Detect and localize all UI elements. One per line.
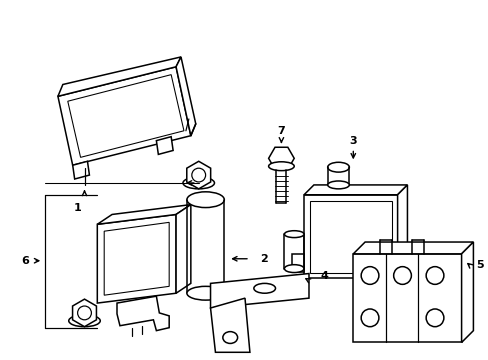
Text: 1: 1 (74, 203, 81, 212)
Polygon shape (210, 298, 249, 352)
Ellipse shape (253, 283, 275, 293)
Polygon shape (176, 57, 195, 136)
Text: 4: 4 (320, 271, 328, 282)
Ellipse shape (284, 231, 304, 238)
Polygon shape (268, 147, 294, 170)
Ellipse shape (69, 315, 100, 327)
Text: 6: 6 (21, 256, 29, 266)
Ellipse shape (268, 162, 294, 171)
Circle shape (361, 309, 378, 327)
Polygon shape (156, 137, 173, 154)
Polygon shape (352, 242, 472, 254)
Text: 7: 7 (277, 126, 285, 136)
Ellipse shape (186, 286, 224, 300)
Circle shape (425, 267, 443, 284)
Polygon shape (58, 57, 181, 96)
Polygon shape (461, 242, 472, 342)
Text: 5: 5 (475, 260, 483, 270)
Polygon shape (176, 204, 190, 293)
Polygon shape (304, 195, 397, 278)
Ellipse shape (327, 162, 348, 172)
Polygon shape (186, 161, 210, 189)
Polygon shape (292, 254, 304, 271)
Ellipse shape (186, 192, 224, 208)
Text: 3: 3 (349, 136, 356, 145)
Ellipse shape (183, 177, 214, 189)
Polygon shape (58, 67, 190, 165)
Ellipse shape (327, 181, 348, 189)
Circle shape (393, 267, 410, 284)
Text: 2: 2 (259, 254, 267, 264)
Polygon shape (117, 296, 169, 330)
Polygon shape (97, 204, 190, 224)
Circle shape (361, 267, 378, 284)
Polygon shape (304, 185, 407, 195)
Circle shape (78, 306, 91, 320)
Circle shape (191, 168, 205, 182)
Polygon shape (72, 299, 96, 327)
Polygon shape (352, 254, 461, 342)
Polygon shape (397, 185, 407, 278)
Polygon shape (97, 215, 176, 303)
Polygon shape (73, 161, 89, 179)
Ellipse shape (284, 265, 304, 273)
Circle shape (425, 309, 443, 327)
Polygon shape (210, 274, 308, 308)
Ellipse shape (223, 332, 237, 343)
